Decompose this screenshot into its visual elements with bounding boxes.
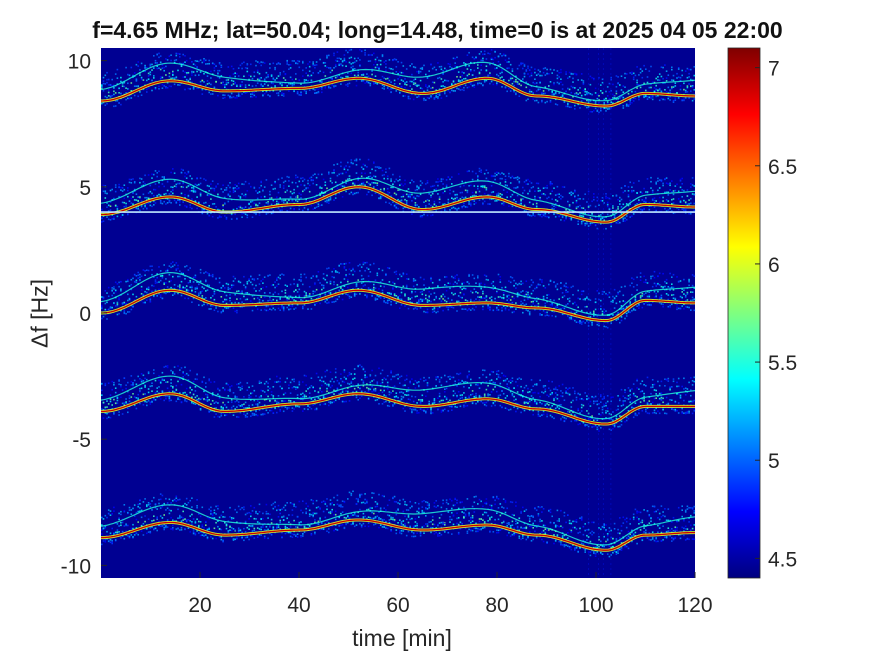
x-tick-label-1: 40 [287,594,310,617]
x-tick-label-3: 80 [485,594,508,617]
x-tick-label-4: 100 [578,594,613,617]
x-axis-label: time [min] [352,625,452,651]
colorbar-tick-label-0: 4.5 [768,548,797,571]
y-tick-label-4: 10 [68,51,91,74]
echo-trace-2 [100,271,696,316]
plot-area [100,48,696,578]
y-tick-label-2: 0 [79,303,91,326]
colorbar-tick-label-3: 6 [768,254,780,277]
x-axis: 20 40 60 80 100 120 [188,572,713,617]
y-axis-label: Δf [Hz] [26,278,53,349]
x-tick-label-0: 20 [188,594,211,617]
trace-2 [100,289,695,322]
colorbar-tick-label-4: 6.5 [768,156,797,179]
echo-trace-4 [100,504,696,546]
echo-trace-3 [100,375,696,420]
x-tick-label-2: 60 [386,594,409,617]
colorbar-ticks: 4.5 5 5.5 6 6.5 7 [755,58,797,571]
y-tick-label-3: 5 [79,177,91,200]
y-tick-label-0: -10 [61,555,91,578]
trace-4 [101,519,695,551]
echo-trace-1 [100,177,696,218]
colorbar: 4.5 5 5.5 6 6.5 7 [727,47,797,579]
trace-3 [101,393,695,425]
chart-title: f=4.65 MHz; lat=50.04; long=14.48, time=… [92,17,783,43]
heatmap-traces [100,61,696,552]
heatmap-background [101,48,695,578]
trace-1 [100,186,695,223]
trace-0 [100,77,696,107]
y-tick-label-1: -5 [72,429,91,452]
colorbar-tick-label-5: 7 [768,58,780,81]
colorbar-tick-label-1: 5 [768,450,780,473]
x-tick-label-5: 120 [677,594,712,617]
colorbar-gradient [727,47,761,579]
y-axis: -10 -5 0 5 10 [61,51,107,578]
colorbar-tick-label-2: 5.5 [768,352,797,375]
echo-trace-0 [100,61,696,102]
